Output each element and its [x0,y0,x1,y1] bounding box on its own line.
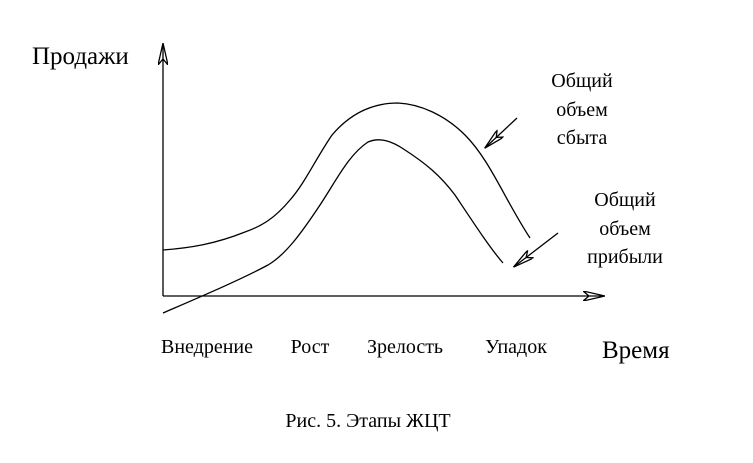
stage-label: Упадок [485,336,547,358]
y-axis-label: Продажи [32,43,129,70]
label-line: прибыли [587,246,663,268]
label-line: Общий [594,189,656,211]
label-line: сбыта [557,127,608,149]
sales-pointer [486,117,518,147]
label-line: Общий [551,70,613,92]
x-axis-label: Время [602,337,670,364]
stage-label: Рост [291,336,330,358]
label-line: объем [599,218,651,240]
profit-pointer [515,232,559,266]
stage-label: Внедрение [161,336,253,358]
profit-curve [162,139,504,314]
label-line: объем [556,99,608,121]
stage-label: Зрелость [367,336,443,358]
sales-curve [162,102,531,251]
caption: Рис. 5. Этапы ЖЦТ [285,410,450,432]
